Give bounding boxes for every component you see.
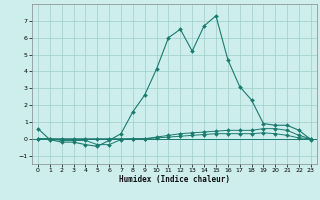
X-axis label: Humidex (Indice chaleur): Humidex (Indice chaleur) — [119, 175, 230, 184]
